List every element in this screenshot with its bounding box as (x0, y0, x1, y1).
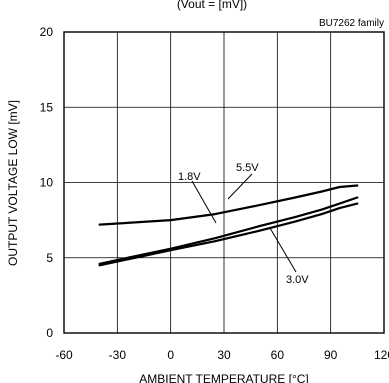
plot-frame (63, 31, 385, 334)
x-tick-labels: -60 -30 0 30 60 90 120 (55, 348, 389, 362)
y-tick-label: 20 (40, 25, 54, 39)
series-line-5v5V (98, 184, 359, 226)
x-axis-label: AMBIENT TEMPERATURE [°C] (139, 372, 309, 383)
curves (98, 184, 359, 267)
x-tick-label: 0 (167, 348, 174, 362)
grid (64, 32, 384, 333)
series-line-3v0V (98, 202, 359, 267)
x-tick-label: 90 (324, 348, 338, 362)
leader-5v5 (227, 173, 253, 200)
series-line-1v8V (98, 196, 359, 265)
x-tick-label: 120 (374, 348, 389, 362)
y-tick-labels: 0 5 10 15 20 (40, 25, 54, 340)
y-tick-label: 10 (40, 176, 54, 190)
curve-label-3v0: 3.0V (286, 274, 309, 286)
y-tick-label: 15 (40, 100, 54, 114)
x-tick-label: -60 (55, 348, 73, 362)
chart-title: (Vout = [mV]) (177, 0, 247, 11)
leader-1v8 (191, 180, 217, 224)
curve-label-1v8: 1.8V (178, 171, 201, 183)
y-axis-label: OUTPUT VOLTAGE LOW [mV] (6, 100, 20, 266)
curve-label-5v5: 5.5V (236, 162, 259, 174)
family-label: BU7262 family (319, 18, 384, 29)
y-tick-label: 5 (46, 251, 53, 265)
y-tick-label: 0 (46, 326, 53, 340)
x-tick-label: 30 (217, 348, 231, 362)
x-tick-label: -30 (109, 348, 127, 362)
x-tick-label: 60 (271, 348, 285, 362)
leader-3v0 (269, 227, 297, 273)
